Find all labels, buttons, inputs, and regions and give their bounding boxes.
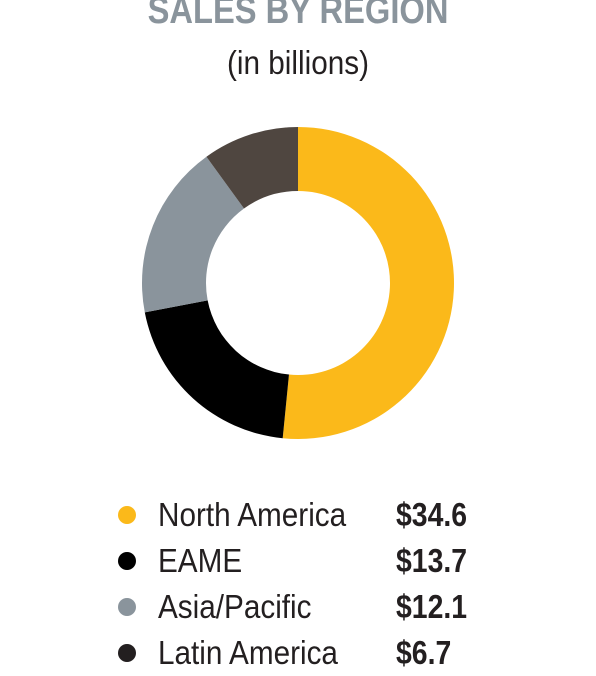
legend-label: Asia/Pacific	[158, 588, 312, 625]
legend-value: $34.6	[396, 496, 468, 533]
donut-slice-latin-america	[206, 127, 298, 209]
legend-item-north-america: North America $34.6	[118, 492, 498, 538]
legend-marker	[118, 598, 136, 616]
legend-value: $13.7	[396, 542, 468, 579]
legend-item-latin-america: Latin America $6.7	[118, 630, 498, 676]
donut-slice-asia-pacific	[141, 156, 244, 313]
chart-title: SALES BY REGION	[147, 0, 449, 32]
legend-value: $12.1	[396, 588, 468, 625]
legend-label: Latin America	[158, 634, 338, 671]
chart-subtitle: (in billions)	[227, 44, 369, 81]
legend-label: North America	[158, 496, 347, 533]
donut-slice-north-america	[282, 127, 455, 439]
donut-chart	[141, 127, 455, 439]
legend-value: $6.7	[396, 634, 452, 671]
legend-item-eame: EAME $13.7	[118, 538, 498, 584]
donut-slice-eame	[144, 300, 289, 439]
legend: North America $34.6 EAME $13.7 Asia/Paci…	[118, 492, 498, 676]
legend-marker	[118, 644, 136, 662]
legend-marker	[118, 506, 136, 524]
legend-marker	[118, 552, 136, 570]
legend-label: EAME	[158, 542, 243, 579]
legend-item-asia-pacific: Asia/Pacific $12.1	[118, 584, 498, 630]
